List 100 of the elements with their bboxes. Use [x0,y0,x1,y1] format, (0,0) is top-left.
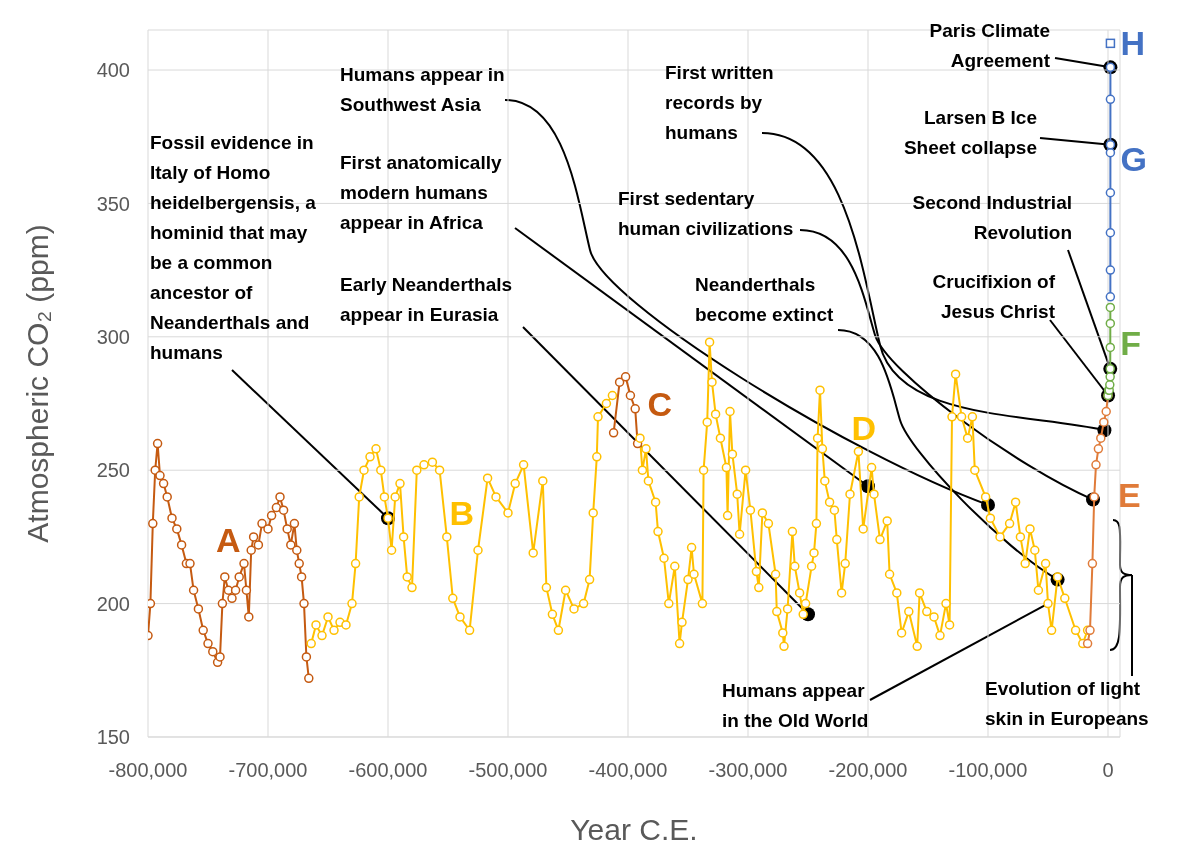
point [263,524,273,534]
annotation: First anatomically modern humans appear in Africa [340,151,502,235]
point [614,377,625,387]
series-label: B [449,493,475,532]
annotation: First sedentary human civilizations [618,187,794,241]
point [1105,342,1116,353]
point [301,652,312,662]
point [407,582,417,593]
point [354,492,364,502]
point [198,625,208,636]
point [578,598,589,609]
point [282,524,292,534]
y-tick-label: 350 [96,192,130,215]
point [215,652,225,662]
annotation: Early Neanderthals appear in Eurasia [340,273,513,327]
x-tick-label: -300,000 [708,759,788,782]
point [152,438,163,449]
annotation: Humans appear in the Old World [722,679,869,733]
x-tick-label: 0 [1102,759,1114,782]
point [1105,380,1115,390]
point [246,545,256,555]
point [625,390,636,401]
point [244,612,254,622]
point [434,465,445,475]
annotation: Neanderthals become extinct [695,273,834,327]
point [390,492,400,502]
point [1105,187,1116,198]
annotation: Paris Climate Agreement [929,19,1050,73]
point [395,478,405,489]
point [419,460,429,470]
point [294,558,304,569]
point [553,625,564,636]
point [1105,318,1116,329]
point [386,545,397,555]
point [359,465,369,475]
point [412,465,422,475]
point [1099,417,1109,427]
point [306,638,316,649]
point [230,585,241,596]
point [248,532,259,542]
point [1101,406,1111,417]
annotation: Larsen B Ice Sheet collapse [903,106,1037,160]
point [608,428,619,438]
point [278,505,289,515]
annotation: Humans appear in Southwest Asia [340,63,505,117]
x-tick-label: -800,000 [108,759,188,782]
point [271,502,282,513]
point [593,412,603,422]
point [347,598,357,609]
point [193,604,204,614]
point [227,593,237,604]
series-label: G [1120,140,1147,179]
annotation: First written records by humans [665,61,774,145]
series-label: C [647,384,673,423]
point [1105,265,1116,275]
point [1087,558,1098,569]
point [1096,433,1106,443]
point [1091,460,1101,470]
point [601,398,612,409]
point [547,609,558,620]
point [503,508,513,518]
point [607,390,618,401]
y-tick-label: 200 [96,592,130,615]
y-tick-label: 150 [96,726,130,749]
series-label: F [1120,323,1142,362]
point [1093,444,1104,454]
point [329,625,339,636]
series-label: H [1120,24,1145,63]
point [376,465,386,475]
point [162,492,172,502]
point [402,572,412,582]
y-tick-label: 400 [96,59,130,82]
point [560,585,571,596]
point [266,510,277,521]
series-label: A [216,520,241,559]
y-axis-title: Atmospheric CO₂ (ppm) [21,224,54,543]
point [208,646,218,657]
x-axis-title: Year C.E. [570,813,698,846]
point [1105,228,1116,238]
point [323,612,333,622]
point [148,518,158,529]
point [464,625,475,636]
point [220,572,230,582]
point [379,492,390,502]
point [538,476,548,486]
point [296,572,307,582]
annotation: Evolution of light skin in Europeans [985,677,1149,731]
point [1105,302,1116,313]
point [257,518,267,529]
x-tick-label: -100,000 [948,759,1028,782]
point [185,558,195,569]
point [455,612,465,622]
point [167,513,177,523]
x-tick-label: -200,000 [828,759,908,782]
point [541,582,552,593]
point [253,540,264,550]
point [1105,292,1116,302]
point [203,638,213,649]
point [442,532,452,542]
point [158,478,169,489]
